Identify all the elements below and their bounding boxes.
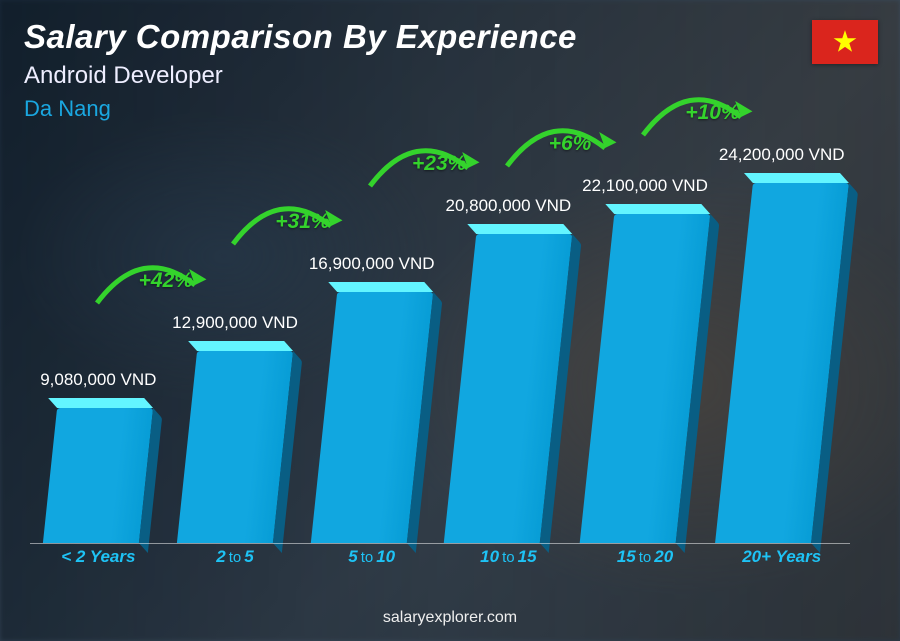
bars-container: 9,080,000 VND12,900,000 VND+42% 16,900,0… (30, 150, 850, 543)
x-axis-label: 5to10 (303, 547, 440, 571)
bar-chart: 9,080,000 VND12,900,000 VND+42% 16,900,0… (30, 150, 850, 571)
increase-arrow-icon (633, 75, 773, 155)
footer-attribution: salaryexplorer.com (0, 609, 900, 627)
increase-arrow-icon (87, 243, 227, 323)
x-axis-label: 15to20 (577, 547, 714, 571)
bar-slot: 24,200,000 VND+10% (713, 150, 850, 543)
star-icon (834, 30, 857, 52)
increase-arrow-icon (360, 126, 500, 206)
bar (310, 292, 432, 543)
bar-slot: 20,800,000 VND+23% (440, 150, 577, 543)
x-axis-label: 20+ Years (713, 547, 850, 571)
bar-slot: 9,080,000 VND (30, 150, 167, 543)
increase-arrow-icon (497, 106, 637, 186)
x-axis-line (30, 543, 850, 544)
bar-slot: 22,100,000 VND+6% (577, 150, 714, 543)
bar (715, 183, 849, 543)
x-axis-label: 10to15 (440, 547, 577, 571)
bar (580, 214, 711, 543)
increase-arrow-icon (223, 184, 363, 264)
x-axis-label: 2to5 (167, 547, 304, 571)
flag-vietnam-icon (812, 20, 878, 64)
x-axis-labels: < 2 Years2to55to1010to1515to2020+ Years (30, 547, 850, 571)
bar (444, 234, 573, 543)
bar (43, 408, 153, 543)
x-axis-label: < 2 Years (30, 547, 167, 571)
chart-title: Salary Comparison By Experience (24, 18, 876, 56)
bar (177, 351, 293, 543)
